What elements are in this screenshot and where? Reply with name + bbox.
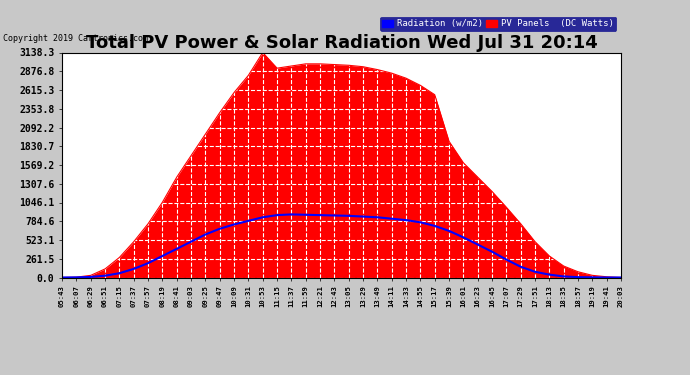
Legend: Radiation (w/m2), PV Panels  (DC Watts): Radiation (w/m2), PV Panels (DC Watts) (380, 16, 616, 31)
Title: Total PV Power & Solar Radiation Wed Jul 31 20:14: Total PV Power & Solar Radiation Wed Jul… (86, 34, 598, 53)
Text: Copyright 2019 Cartronics.com: Copyright 2019 Cartronics.com (3, 34, 148, 43)
